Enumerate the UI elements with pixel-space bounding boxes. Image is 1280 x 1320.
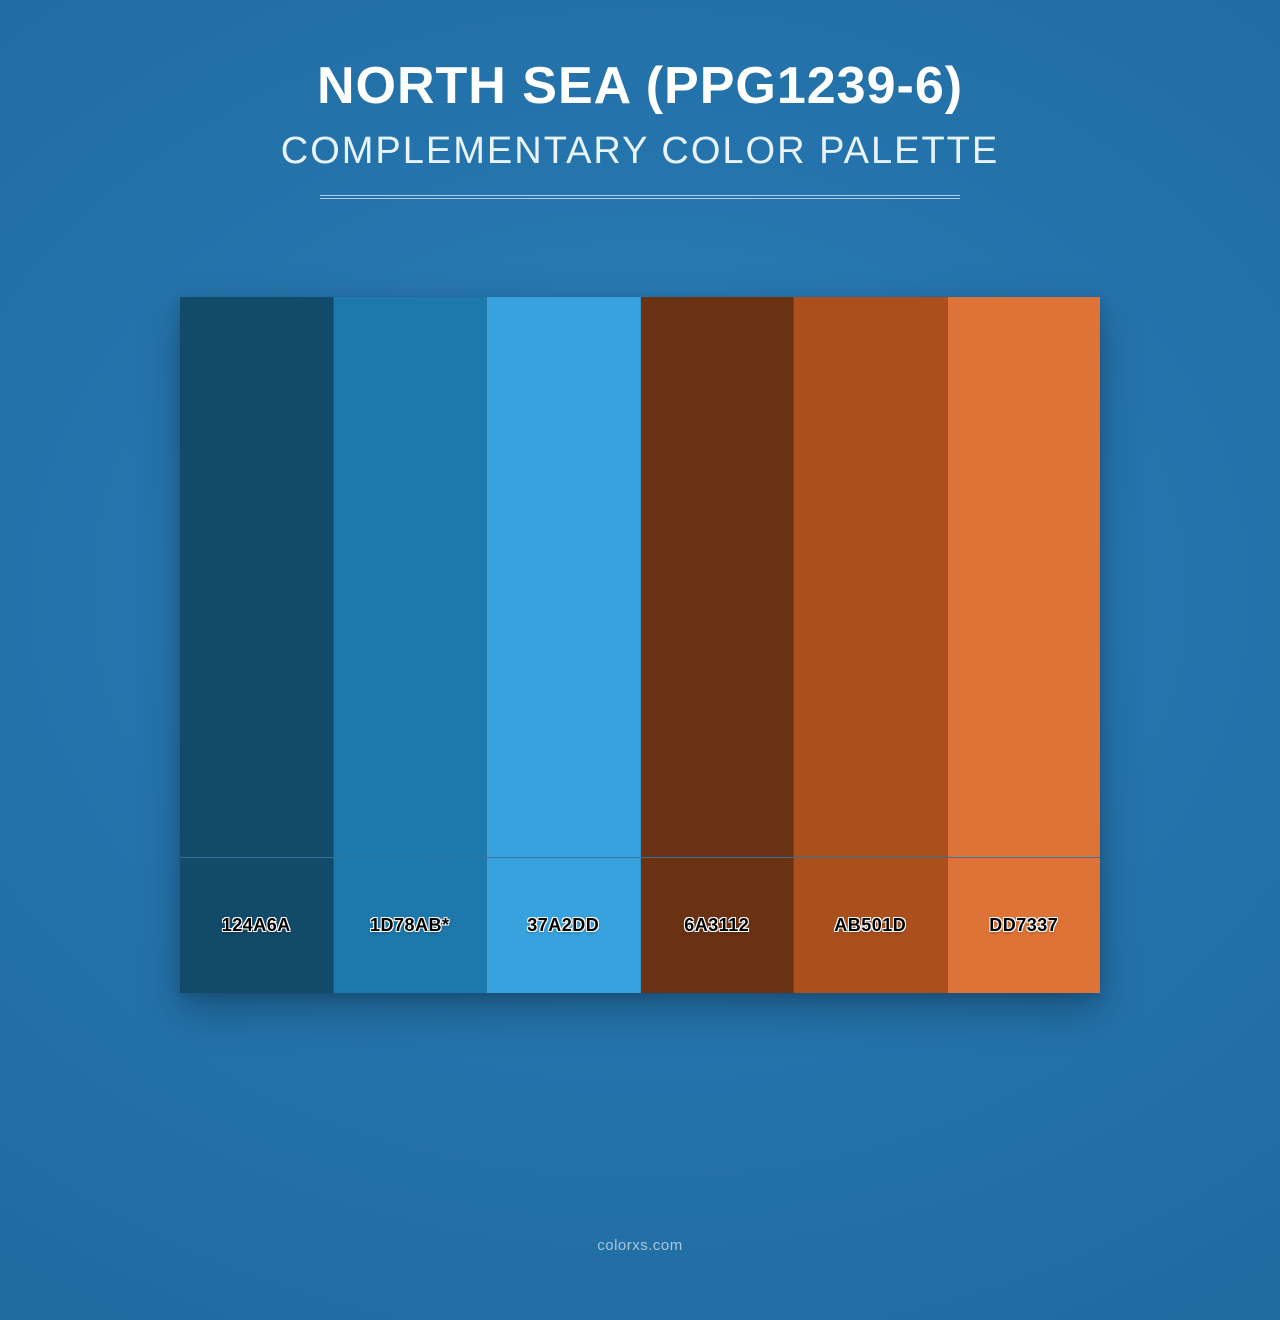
color-swatch: [641, 297, 795, 857]
color-swatch: [487, 297, 641, 857]
color-swatch: [948, 297, 1101, 857]
color-hex-label: 37A2DD: [527, 915, 599, 936]
color-label-cell: AB501D: [794, 858, 948, 993]
color-hex-label: DD7337: [989, 915, 1058, 936]
color-swatch: [794, 297, 948, 857]
footer-watermark: colorxs.com: [0, 1237, 1280, 1254]
color-hex-label: 6A3112: [684, 915, 749, 936]
color-hex-label: 124A6A: [222, 915, 291, 936]
color-swatch: [180, 297, 334, 857]
label-row: 124A6A 1D78AB* 37A2DD 6A3112 AB501D DD73…: [180, 857, 1100, 993]
header-divider: [320, 195, 960, 199]
color-hex-label: 1D78AB*: [370, 915, 450, 936]
page-title: NORTH SEA (PPG1239-6): [0, 56, 1280, 116]
color-label-cell: 1D78AB*: [334, 858, 488, 993]
color-label-cell: 37A2DD: [487, 858, 641, 993]
color-palette: 124A6A 1D78AB* 37A2DD 6A3112 AB501D DD73…: [180, 297, 1100, 993]
color-label-cell: 6A3112: [641, 858, 795, 993]
color-label-cell: 124A6A: [180, 858, 334, 993]
color-swatch: [334, 297, 488, 857]
swatch-row: [180, 297, 1100, 857]
color-hex-label: AB501D: [834, 915, 906, 936]
header: NORTH SEA (PPG1239-6) COMPLEMENTARY COLO…: [0, 0, 1280, 199]
color-label-cell: DD7337: [948, 858, 1101, 993]
page-subtitle: COMPLEMENTARY COLOR PALETTE: [0, 130, 1280, 173]
